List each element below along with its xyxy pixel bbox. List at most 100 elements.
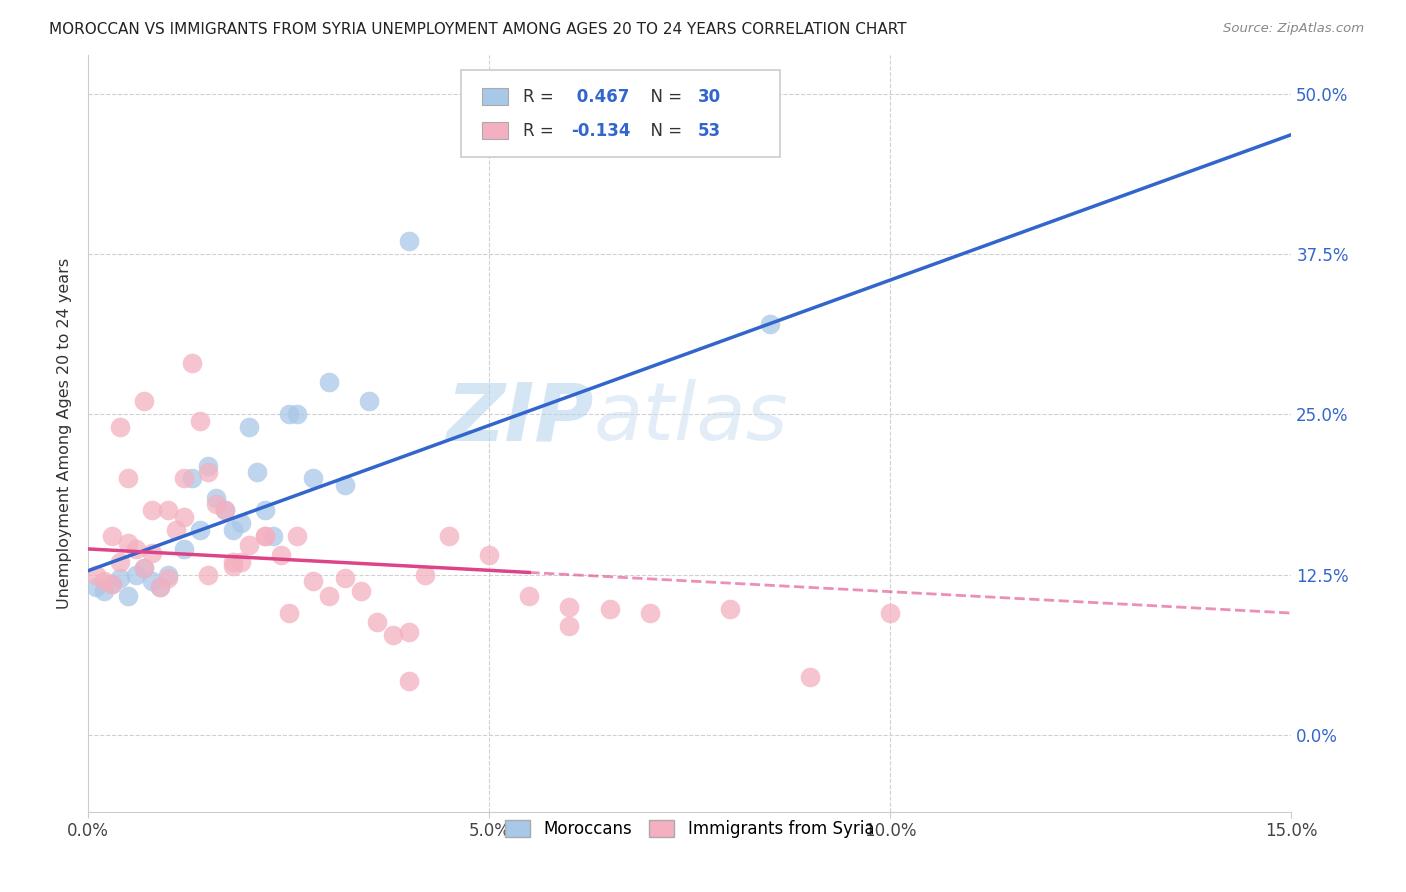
Point — [301, 471, 323, 485]
Point — [134, 561, 156, 575]
Text: 30: 30 — [699, 87, 721, 106]
Point — [398, 234, 420, 248]
Point — [799, 670, 821, 684]
Text: 0.467: 0.467 — [571, 87, 628, 106]
Point — [141, 503, 163, 517]
Point — [157, 567, 180, 582]
Text: MOROCCAN VS IMMIGRANTS FROM SYRIA UNEMPLOYMENT AMONG AGES 20 TO 24 YEARS CORRELA: MOROCCAN VS IMMIGRANTS FROM SYRIA UNEMPL… — [49, 22, 907, 37]
Point — [117, 590, 139, 604]
Point — [134, 561, 156, 575]
Point — [229, 555, 252, 569]
Point — [205, 497, 228, 511]
Point — [333, 478, 356, 492]
Point — [125, 541, 148, 556]
Point — [318, 590, 340, 604]
FancyBboxPatch shape — [482, 122, 508, 139]
Point — [478, 549, 501, 563]
Point — [110, 555, 132, 569]
Point — [246, 465, 269, 479]
Point — [398, 674, 420, 689]
Point — [366, 615, 388, 629]
Point — [381, 628, 404, 642]
Point — [173, 541, 195, 556]
Point — [277, 606, 299, 620]
Point — [270, 549, 292, 563]
Point — [398, 625, 420, 640]
Point — [157, 571, 180, 585]
FancyBboxPatch shape — [482, 88, 508, 105]
Point — [134, 394, 156, 409]
Point — [262, 529, 284, 543]
Point — [173, 471, 195, 485]
Point — [181, 356, 204, 370]
Point — [221, 523, 243, 537]
Point — [517, 590, 540, 604]
Point — [190, 414, 212, 428]
Point — [879, 606, 901, 620]
Point — [301, 574, 323, 588]
Text: 53: 53 — [699, 122, 721, 140]
Text: -0.134: -0.134 — [571, 122, 630, 140]
Point — [117, 471, 139, 485]
Text: atlas: atlas — [593, 379, 789, 458]
Point — [110, 571, 132, 585]
Point — [84, 581, 107, 595]
Point — [221, 558, 243, 573]
Point — [190, 523, 212, 537]
Point — [253, 529, 276, 543]
Point — [253, 503, 276, 517]
Point — [599, 602, 621, 616]
Text: N =: N = — [640, 87, 688, 106]
Text: R =: R = — [523, 122, 558, 140]
Point — [229, 516, 252, 531]
Point — [93, 574, 115, 588]
Point — [110, 420, 132, 434]
Point — [277, 407, 299, 421]
Point — [238, 538, 260, 552]
Point — [285, 407, 308, 421]
Point — [93, 584, 115, 599]
Point — [141, 574, 163, 588]
Point — [253, 529, 276, 543]
Point — [558, 599, 581, 614]
Point — [141, 546, 163, 560]
Point — [101, 576, 124, 591]
Point — [157, 503, 180, 517]
Point — [285, 529, 308, 543]
Point — [357, 394, 380, 409]
Point — [718, 602, 741, 616]
Point — [197, 567, 219, 582]
Point — [214, 503, 236, 517]
Legend: Moroccans, Immigrants from Syria: Moroccans, Immigrants from Syria — [499, 814, 880, 845]
Point — [238, 420, 260, 434]
Point — [149, 581, 172, 595]
Text: ZIP: ZIP — [446, 379, 593, 458]
Point — [173, 509, 195, 524]
Point — [350, 584, 373, 599]
Point — [197, 465, 219, 479]
Point — [318, 375, 340, 389]
FancyBboxPatch shape — [461, 70, 780, 157]
Point — [759, 318, 782, 332]
Point — [214, 503, 236, 517]
Point — [638, 606, 661, 620]
Text: R =: R = — [523, 87, 558, 106]
Point — [413, 567, 436, 582]
Point — [84, 567, 107, 582]
Point — [149, 581, 172, 595]
Point — [197, 458, 219, 473]
Point — [117, 535, 139, 549]
Point — [437, 529, 460, 543]
Point — [125, 567, 148, 582]
Point — [558, 619, 581, 633]
Point — [221, 555, 243, 569]
Point — [333, 571, 356, 585]
Point — [101, 576, 124, 591]
Text: N =: N = — [640, 122, 688, 140]
Point — [205, 491, 228, 505]
Text: Source: ZipAtlas.com: Source: ZipAtlas.com — [1223, 22, 1364, 36]
Point — [181, 471, 204, 485]
Point — [101, 529, 124, 543]
Y-axis label: Unemployment Among Ages 20 to 24 years: Unemployment Among Ages 20 to 24 years — [58, 258, 72, 609]
Point — [165, 523, 187, 537]
